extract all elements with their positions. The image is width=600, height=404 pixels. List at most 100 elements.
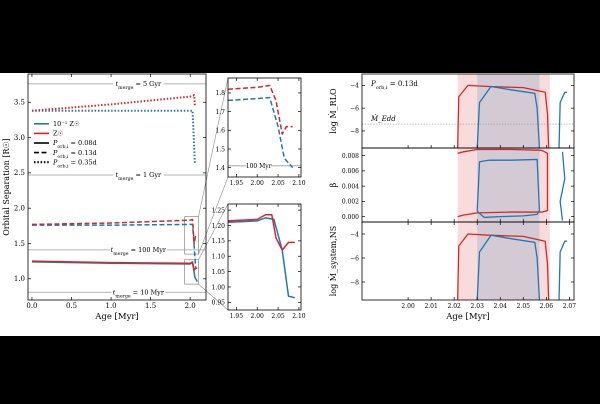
shaded-span	[477, 74, 540, 148]
reference-label-bg	[109, 246, 167, 254]
zoom-connector	[198, 203, 229, 260]
zoom-connector	[198, 283, 229, 311]
y-tick-label: −6	[350, 255, 359, 262]
x-tick-label: 2.03	[471, 303, 485, 310]
x-axis-label: Age [Myr]	[445, 312, 490, 322]
reference-label-bg	[112, 171, 164, 179]
shaded-span	[457, 74, 550, 148]
series-line	[476, 158, 541, 219]
x-tick-label: 2.05	[271, 180, 285, 187]
reference-label: Ṁ_Edd	[370, 114, 396, 123]
shaded-span	[457, 222, 550, 300]
y-tick-label: 1.15	[212, 238, 226, 245]
legend-label: Z☉	[53, 130, 64, 138]
series-line	[228, 214, 295, 251]
panel-annotation: Porb,i = 0.13d	[370, 80, 418, 91]
panel-right-top: Ṁ_Edd −8 −6 −4 log Ṁ_RLO Porb,i = 0.13d	[329, 73, 575, 149]
x-tick-label: 2.10	[292, 180, 306, 187]
x-tick-label: 2.05	[517, 303, 531, 310]
legend-label: Porb,i = 0.35d	[52, 158, 97, 169]
shaded-span	[477, 222, 540, 300]
y-tick-label: 3.5	[14, 99, 25, 107]
series-line	[31, 94, 196, 112]
y-axis-label: β	[329, 182, 338, 187]
x-tick-label: 2.01	[424, 303, 437, 310]
y-tick-label: −8	[350, 279, 359, 286]
y-tick-label: 1.0	[14, 275, 25, 283]
zoom-box	[184, 216, 199, 255]
axes-frame	[227, 203, 302, 311]
y-tick-label: 2.5	[14, 169, 25, 177]
x-axis-label: Age [Myr]	[94, 312, 139, 322]
y-tick-label: 1.5	[14, 240, 25, 248]
y-tick-label: 2.0	[14, 204, 25, 212]
y-tick-label: −4	[350, 231, 359, 238]
series-line	[228, 217, 295, 299]
x-tick-label: 2.02	[447, 303, 461, 310]
panels: tmerge = 5 Gyr tmerge = 1 Gyr tmerge = 100…	[2, 73, 577, 322]
x-tick-label: 2.04	[494, 303, 508, 310]
y-tick-label: −8	[350, 128, 359, 135]
series-line	[228, 96, 294, 169]
series-line	[228, 84, 293, 135]
y-tick-label: 1.00	[212, 284, 226, 291]
x-tick-label: 2.00	[401, 303, 415, 310]
x-tick-label: 2.00	[251, 313, 265, 320]
reference-label: tmerge = 1 Gyr	[116, 171, 163, 182]
x-tick-label: 0.5	[66, 302, 77, 310]
x-tick-label: 2.05	[271, 313, 285, 320]
panel-inset-bottom: 0.95 1.00 1.05 1.10 1.15 1.20 1.25 1.95 2.00 2.05…	[212, 203, 306, 320]
series-line	[31, 218, 197, 245]
panel-right-bottom: −8 −6 −4 2.00 2.01 2.02 2.03 2.04 2.05 2.06 2.07 Ag…	[329, 221, 577, 322]
series-line	[457, 148, 549, 218]
x-tick-label: 0.0	[26, 302, 37, 310]
y-tick-label: −4	[350, 83, 359, 90]
y-tick-label: 1.7	[215, 109, 225, 116]
y-axis-label: Orbital Separation [R☉]	[2, 138, 11, 236]
y-tick-label: 0.004	[342, 183, 359, 190]
series-line	[31, 109, 196, 165]
reference-label: tmerge = 5 Gyr	[116, 80, 163, 91]
x-tick-label: 2.06	[540, 303, 554, 310]
series-line	[476, 85, 541, 148]
reference-label: tmerge = 100 Myr	[111, 246, 167, 257]
axes-frame	[227, 77, 302, 178]
legend-label: Porb,i = 0.13d	[52, 149, 97, 160]
x-tick-label: 2.07	[563, 303, 577, 310]
x-tick-label: 2.00	[251, 180, 265, 187]
legend-label: 10⁻¹ Z☉	[53, 120, 80, 128]
y-tick-label: 1.6	[215, 128, 225, 135]
y-tick-label: 3.0	[14, 134, 25, 142]
y-tick-label: 0.002	[342, 199, 359, 206]
legend-label: Porb,i = 0.08d	[52, 139, 97, 150]
series-line	[558, 91, 568, 148]
y-tick-label: 1.20	[212, 223, 226, 230]
series-line	[558, 240, 568, 300]
panel-right-middle: 0.000 0.002 0.004 0.006 0.008 β	[329, 147, 575, 223]
y-tick-label: 0.008	[342, 153, 359, 160]
x-tick-label: 1.0	[105, 302, 116, 310]
y-tick-label: 1.4	[215, 165, 225, 172]
axes-frame	[361, 221, 575, 301]
x-tick-label: 1.95	[230, 180, 244, 187]
y-axis-label: log Ṁ_RLO	[329, 88, 338, 134]
x-tick-label: 2.10	[292, 313, 306, 320]
series-line	[559, 151, 566, 221]
x-tick-label: 1.95	[230, 313, 244, 320]
y-axis-label: log Ṁ_system,NS	[329, 226, 338, 297]
y-tick-label: 0.95	[212, 300, 226, 307]
y-tick-label: 1.10	[212, 254, 226, 261]
reference-label: 100 Myr	[246, 163, 272, 170]
reference-label-bg	[111, 288, 166, 296]
x-tick-label: 1.5	[145, 302, 156, 310]
zoom-connectors	[184, 77, 229, 311]
reference-label-bg	[112, 80, 164, 88]
x-tick-label: 2.0	[185, 302, 196, 310]
zoom-connector	[198, 77, 229, 217]
y-tick-label: 1.05	[212, 269, 226, 276]
panel-inset-top: 100 Myr 1.4 1.5 1.6 1.7 1.8 1.95 2.00 2.05 2.10	[215, 77, 306, 187]
panel-main: tmerge = 5 Gyr tmerge = 1 Gyr tmerge = 100…	[2, 73, 207, 322]
